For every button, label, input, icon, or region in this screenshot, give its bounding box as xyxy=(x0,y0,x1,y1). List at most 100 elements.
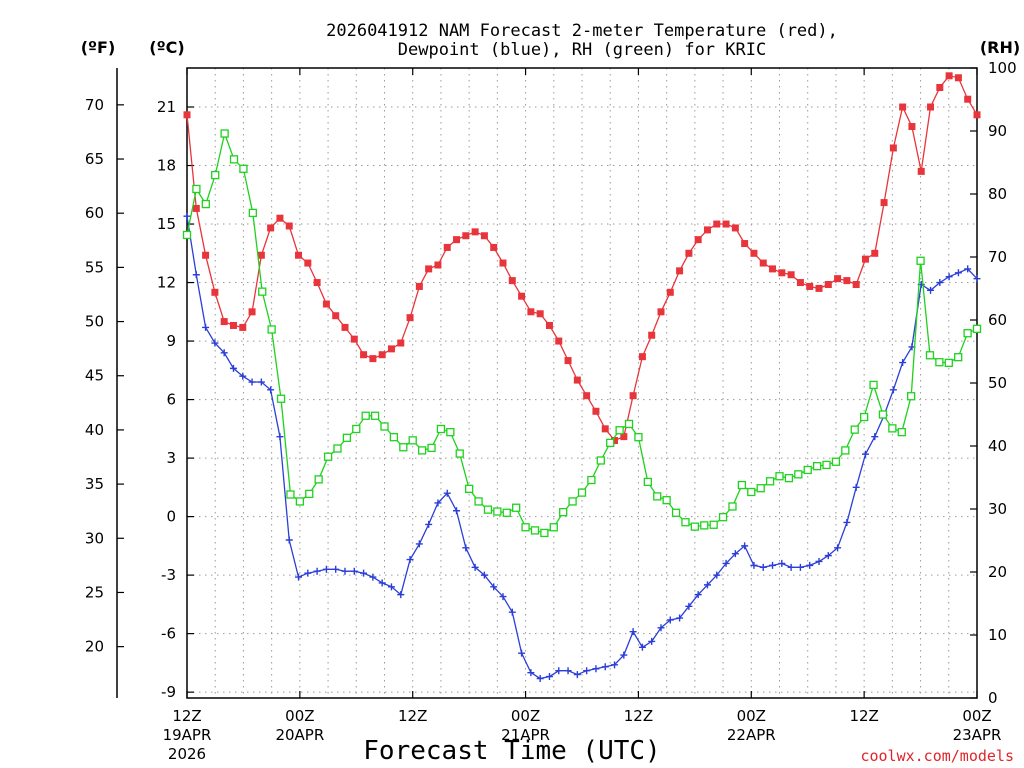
temperature-point xyxy=(731,224,739,232)
temperature-point xyxy=(908,123,916,131)
temperature-point xyxy=(973,111,981,119)
fahrenheit-tick-label: 50 xyxy=(85,313,104,331)
temperature-point xyxy=(369,355,377,363)
dewpoint-point xyxy=(555,667,563,675)
dewpoint-point xyxy=(369,573,377,581)
rh-tick-label: 90 xyxy=(988,122,1007,140)
temperature-point xyxy=(964,95,972,103)
temperature-point xyxy=(415,282,423,290)
rh-point xyxy=(803,465,812,475)
celsius-tick-label: -3 xyxy=(161,566,176,584)
temperature-point xyxy=(267,224,275,232)
temperature-point xyxy=(406,314,414,322)
rh-point xyxy=(596,456,605,465)
temperature-point xyxy=(945,72,953,80)
x-tick-label: 00Z xyxy=(511,707,540,725)
dewpoint-point xyxy=(220,349,228,357)
dewpoint-point xyxy=(239,372,247,380)
dewpoint-point xyxy=(620,651,628,659)
rh-point xyxy=(634,433,643,442)
temperature-point xyxy=(592,407,600,415)
temperature-point xyxy=(759,259,767,267)
temperature-point xyxy=(936,84,944,92)
temperature-point xyxy=(769,265,777,273)
rh-point xyxy=(728,502,737,511)
temperature-point xyxy=(694,236,702,244)
dewpoint-point xyxy=(899,359,907,367)
rh-point xyxy=(577,488,587,497)
relative-humidity-series xyxy=(182,129,982,538)
temperature-point xyxy=(927,103,935,111)
dewpoint-point xyxy=(527,669,535,677)
dewpoint-point xyxy=(583,667,591,675)
rh-point xyxy=(549,523,558,532)
celsius-tick-label: 9 xyxy=(166,332,176,350)
dewpoint-point xyxy=(453,507,461,515)
dewpoint-point xyxy=(211,339,219,347)
rh-point xyxy=(888,424,897,433)
dewpoint-point xyxy=(629,628,637,636)
rh-point xyxy=(323,452,333,461)
fahrenheit-tick-label: 25 xyxy=(85,583,104,601)
dewpoint-point xyxy=(350,567,358,575)
dewpoint-point xyxy=(638,643,646,651)
dewpoint-point xyxy=(545,673,553,681)
temperature-point xyxy=(954,74,962,82)
rh-unit-label: (RH) xyxy=(980,38,1020,57)
dewpoint-point xyxy=(480,571,488,579)
rh-point xyxy=(389,433,399,442)
dewpoint-point xyxy=(490,583,498,591)
temperature-point xyxy=(480,232,488,240)
temperature-point xyxy=(583,392,591,400)
dewpoint-point xyxy=(285,536,293,544)
temperature-point xyxy=(871,249,879,257)
rh-point xyxy=(540,528,549,538)
dewpoint-point xyxy=(713,571,721,579)
rh-point xyxy=(831,457,841,466)
dewpoint-point xyxy=(834,544,842,552)
fahrenheit-tick-label: 40 xyxy=(85,421,104,439)
credit-text: coolwx.com/models xyxy=(860,747,1014,765)
rh-point xyxy=(408,436,417,445)
chart-title: 2026041912 NAM Forecast 2-meter Temperat… xyxy=(326,21,838,41)
rh-point xyxy=(709,520,718,529)
rh-point xyxy=(944,358,953,367)
rh-tick-label: 30 xyxy=(988,500,1007,518)
dewpoint-point xyxy=(824,552,832,560)
dewpoint-point xyxy=(611,661,619,669)
rh-point xyxy=(841,446,850,455)
dewpoint-point xyxy=(889,386,897,394)
temperature-point xyxy=(648,331,656,339)
temperature-point xyxy=(889,144,897,152)
temperature-point xyxy=(638,353,646,361)
rh-point xyxy=(935,358,944,367)
dewpoint-point xyxy=(434,499,442,507)
rh-point xyxy=(248,208,257,218)
temperature-point xyxy=(806,282,814,290)
dewpoint-point xyxy=(787,563,795,571)
fahrenheit-tick-label: 45 xyxy=(85,367,104,385)
x-tick-year-label: 2026 xyxy=(168,745,206,763)
temperature-point xyxy=(229,321,237,329)
fahrenheit-tick-label: 55 xyxy=(85,258,104,276)
rh-point xyxy=(267,325,276,334)
rh-tick-label: 10 xyxy=(988,626,1007,644)
temperature-point xyxy=(852,281,860,289)
rh-tick-label: 40 xyxy=(988,437,1007,455)
temperature-point xyxy=(183,111,191,119)
temperature-point xyxy=(527,308,535,316)
temperature-point xyxy=(824,281,832,289)
data-series xyxy=(182,72,982,682)
rh-point xyxy=(483,505,493,514)
celsius-tick-label: 3 xyxy=(166,449,176,467)
x-tick-label: 00Z xyxy=(737,707,766,725)
dewpoint-point xyxy=(964,265,972,273)
rh-point xyxy=(850,425,859,434)
rh-tick-label: 100 xyxy=(988,59,1017,77)
dewpoint-point xyxy=(229,364,237,372)
x-tick-date-label: 22APR xyxy=(727,726,776,744)
dewpoint-point xyxy=(415,540,423,548)
temperature-point xyxy=(685,249,693,257)
dewpoint-point xyxy=(183,212,191,220)
dewpoint-point xyxy=(676,614,684,622)
